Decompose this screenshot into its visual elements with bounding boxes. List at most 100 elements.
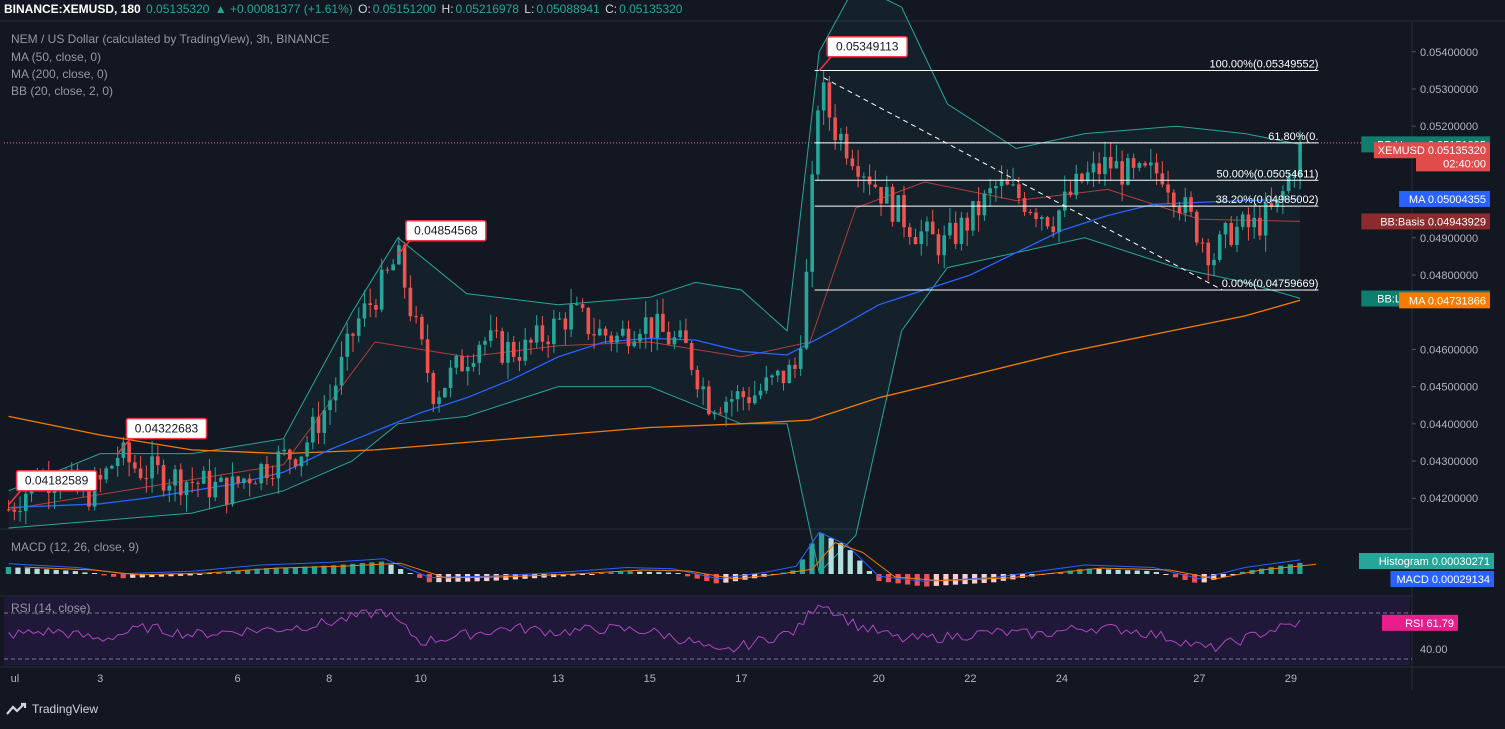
macd-histogram-bar bbox=[1220, 574, 1226, 578]
rsi-pane-bg bbox=[4, 597, 1410, 665]
candle-body bbox=[190, 481, 195, 483]
candle-body bbox=[270, 478, 275, 480]
candle-body bbox=[471, 362, 476, 368]
rsi-line bbox=[8, 604, 1301, 653]
time-tick-label: 20 bbox=[873, 673, 885, 685]
candle-body bbox=[603, 328, 608, 336]
candle-body bbox=[1011, 184, 1015, 186]
price-callout-pointer bbox=[8, 490, 22, 506]
macd-histogram-bar bbox=[1297, 562, 1303, 574]
candle-body bbox=[942, 235, 947, 256]
macd-histogram-bar bbox=[120, 574, 126, 579]
candle-body bbox=[575, 304, 579, 306]
time-tick-label: 17 bbox=[735, 673, 747, 685]
macd-pane-label[interactable]: MACD (12, 26, close, 9) bbox=[11, 540, 140, 554]
candle-body bbox=[1258, 217, 1262, 236]
macd-histogram-bar bbox=[838, 543, 844, 574]
candle-body bbox=[316, 416, 321, 433]
candle-body bbox=[1154, 162, 1159, 174]
candle-body bbox=[948, 222, 952, 236]
chart-title[interactable]: NEM / US Dollar (calculated by TradingVi… bbox=[11, 32, 330, 46]
candle-body bbox=[999, 179, 1004, 187]
candle-body bbox=[379, 269, 384, 310]
price-callout-label: 0.04854568 bbox=[414, 224, 478, 238]
legend-ma200[interactable]: MA (200, close, 0) bbox=[11, 67, 108, 81]
candle-body bbox=[1057, 210, 1061, 233]
candle-body bbox=[770, 375, 774, 378]
candle-body bbox=[850, 158, 855, 167]
macd-histogram-bar bbox=[225, 571, 232, 574]
candle-body bbox=[856, 166, 860, 177]
candle-body bbox=[873, 184, 878, 188]
candle-body bbox=[913, 237, 918, 245]
low-label: L: bbox=[524, 2, 535, 16]
candle-body bbox=[534, 325, 539, 343]
candle-body bbox=[1017, 184, 1021, 199]
candle-body bbox=[598, 328, 602, 336]
macd-histogram-bar bbox=[1239, 571, 1246, 574]
candle-body bbox=[804, 271, 809, 349]
macd-histogram-bar bbox=[589, 574, 595, 575]
candle-body bbox=[339, 356, 344, 386]
candle-body bbox=[87, 488, 91, 507]
macd-histogram-bar bbox=[1201, 574, 1207, 583]
macd-histogram-bar bbox=[656, 572, 662, 574]
fib-level-label: 100.00%(0.05349552) bbox=[1210, 59, 1319, 71]
macd-histogram-bar bbox=[388, 564, 394, 574]
price-change: ▲ +0.00081377 (+1.61%) bbox=[214, 2, 353, 16]
macd-histogram-bar bbox=[732, 574, 739, 582]
candle-body bbox=[1172, 192, 1176, 208]
macd-histogram-bar bbox=[1077, 569, 1083, 574]
macd-histogram-bar bbox=[44, 569, 50, 574]
candle-body bbox=[1074, 173, 1079, 196]
candle-body bbox=[460, 355, 464, 372]
macd-histogram-bar bbox=[1096, 568, 1102, 574]
candle-body bbox=[18, 511, 22, 513]
candle-body bbox=[632, 341, 637, 347]
candle-body bbox=[988, 188, 992, 194]
candle-body bbox=[161, 465, 166, 491]
candle-body bbox=[712, 412, 717, 415]
macd-histogram-bar bbox=[560, 574, 566, 577]
candle-body bbox=[127, 442, 131, 463]
legend-ma50[interactable]: MA (50, close, 0) bbox=[11, 50, 102, 64]
candle-body bbox=[885, 186, 889, 204]
macd-histogram-bar bbox=[637, 571, 643, 574]
rsi-pane-label[interactable]: RSI (14, close) bbox=[11, 601, 91, 615]
candle-body bbox=[902, 195, 906, 228]
candle-body bbox=[1281, 191, 1285, 200]
macd-histogram-bar bbox=[235, 570, 241, 574]
candle-body bbox=[6, 509, 11, 511]
candle-body bbox=[1200, 242, 1205, 244]
candle-body bbox=[1091, 163, 1096, 173]
fib-level-label: 38.20%(0.04985002) bbox=[1216, 194, 1319, 206]
macd-histogram-bar bbox=[378, 561, 385, 574]
macd-histogram-bar bbox=[139, 574, 145, 578]
candle-body bbox=[862, 176, 866, 178]
macd-tag-label: Histogram 0.00030271 bbox=[1379, 556, 1490, 568]
macd-histogram-bar bbox=[665, 572, 672, 574]
macd-tag-label: MACD 0.00029134 bbox=[1396, 574, 1490, 586]
macd-histogram-bar bbox=[818, 533, 825, 574]
candle-body bbox=[362, 303, 367, 319]
macd-histogram-bar bbox=[63, 570, 69, 574]
legend-bb[interactable]: BB (20, close, 2, 0) bbox=[11, 84, 114, 98]
fib-level-label: 0.00%(0.04759669) bbox=[1222, 278, 1319, 290]
price-tick-label: 0.04600000 bbox=[1420, 344, 1478, 356]
macd-histogram-bar bbox=[551, 574, 557, 578]
candle-body bbox=[1275, 199, 1279, 207]
candle-body bbox=[23, 493, 28, 512]
candle-body bbox=[775, 370, 780, 376]
candle-body bbox=[1103, 156, 1107, 175]
candle-body bbox=[276, 451, 281, 479]
candle-body bbox=[930, 221, 935, 235]
open-label: O: bbox=[358, 2, 371, 16]
tradingview-logo-icon bbox=[6, 702, 27, 715]
tradingview-brand[interactable]: TradingView bbox=[6, 702, 98, 716]
macd-histogram-bar bbox=[15, 567, 21, 574]
price-tag-bg bbox=[1416, 155, 1490, 172]
candle-body bbox=[1131, 158, 1136, 168]
price-tag-bg bbox=[1361, 213, 1490, 230]
price-tick-label: 0.05400000 bbox=[1420, 47, 1478, 59]
